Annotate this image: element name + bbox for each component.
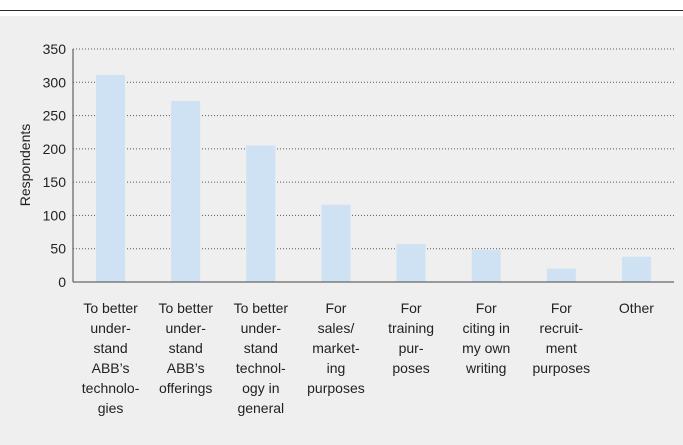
x-category-label: For recruit-ment purposes: [533, 300, 591, 376]
x-category-label: To better under-stand ABB’s offerings: [158, 300, 213, 396]
bar: [396, 244, 426, 282]
bar: [546, 268, 576, 282]
x-category-label: Other: [619, 300, 654, 316]
y-tick-label: 350: [43, 41, 67, 57]
y-tick-labels: 0 50 100 150 200 250 300 350: [43, 41, 67, 290]
x-category-labels: To better under-stand ABB’s technolo-gies To…: [82, 300, 655, 416]
bar: [471, 250, 501, 282]
gridlines: [73, 48, 674, 250]
x-category-label: For citing in my own writing: [462, 300, 510, 376]
y-tick-label: 300: [43, 74, 67, 90]
bar: [321, 204, 351, 282]
y-tick-label: 150: [43, 174, 67, 190]
top-rule: [0, 10, 683, 11]
y-tick-label: 0: [58, 274, 66, 290]
bar: [621, 256, 651, 282]
x-category-label: To better under-stand ABB’s technolo-gies: [82, 300, 140, 416]
y-tick-label: 250: [43, 108, 67, 124]
y-tick-label: 200: [43, 141, 67, 157]
x-category-label: To better under-stand technol-ogy in genera…: [234, 300, 289, 416]
bars: [96, 74, 651, 282]
y-tick-label: 100: [43, 207, 67, 223]
bar: [246, 145, 276, 282]
bar: [171, 100, 201, 282]
x-category-label: For training pur-poses: [388, 300, 434, 376]
x-category-label: For sales/market-ing purposes: [307, 300, 365, 396]
axes: [72, 49, 674, 283]
y-axis-label: Respondents: [17, 124, 33, 207]
bar: [96, 74, 126, 282]
y-tick-label: 50: [50, 241, 66, 257]
